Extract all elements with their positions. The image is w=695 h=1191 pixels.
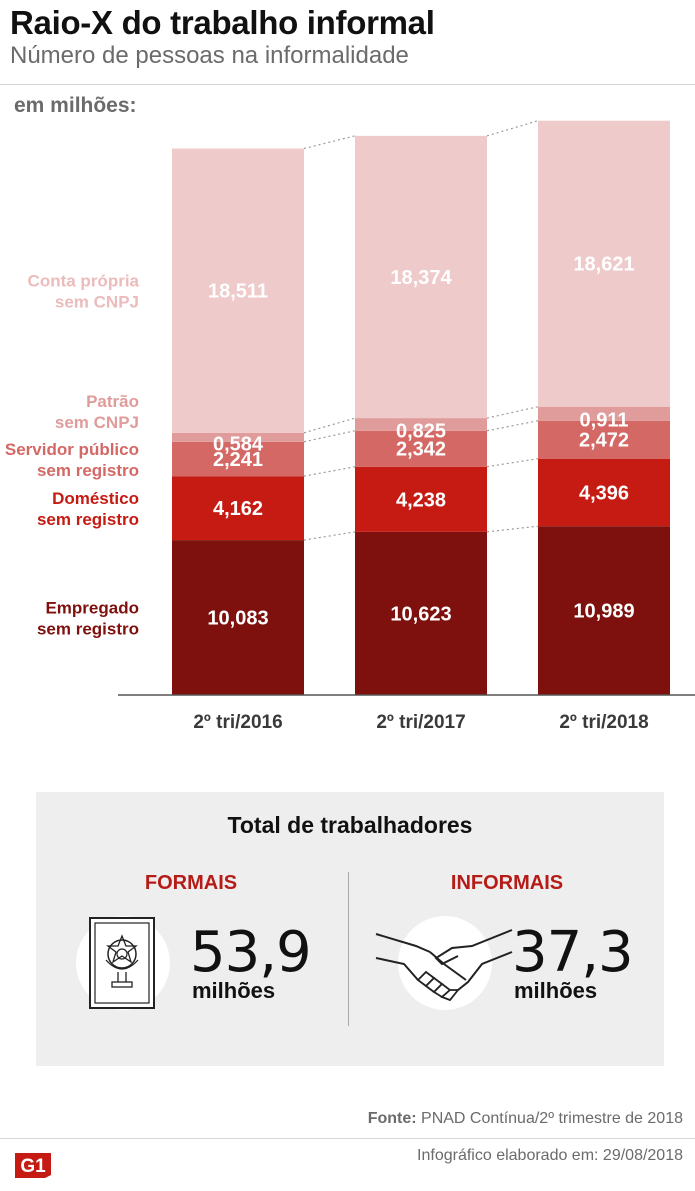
value-label: 18,511 (208, 281, 268, 303)
connector-line (303, 430, 356, 443)
bar-segment (538, 458, 670, 527)
value-label: 2,342 (396, 439, 446, 461)
bars (172, 120, 670, 695)
connector-line (303, 417, 356, 434)
value-label: 4,396 (579, 482, 629, 504)
formais-unit: milhões (192, 978, 276, 1003)
connector-line (303, 135, 356, 150)
value-label: 10,989 (573, 601, 634, 623)
bar-segment (172, 148, 304, 433)
value-label: 18,621 (573, 254, 634, 276)
value-label: 0,825 (396, 420, 446, 442)
value-label: 2,472 (579, 430, 629, 452)
informais-heading: INFORMAIS (450, 872, 564, 894)
connector-line (486, 420, 539, 432)
page-title: Raio-X do trabalho informal (10, 4, 435, 41)
connector-line (486, 120, 539, 137)
connector-line (486, 406, 539, 419)
series-label: Servidor público sem registro (5, 440, 139, 480)
work-card-icon (89, 917, 155, 1009)
value-label: 0,584 (213, 433, 264, 455)
connector-line (303, 531, 356, 541)
bar-segment (355, 531, 487, 695)
x-tick-label: 2º tri/2018 (559, 712, 648, 733)
series-label: Doméstico sem registro (37, 489, 139, 529)
x-tick-label: 2º tri/2017 (376, 712, 465, 733)
bar-segment (538, 420, 670, 459)
formais-heading: FORMAIS (144, 872, 238, 894)
g1-logo-text: G1 (20, 1156, 46, 1177)
value-label: 0,911 (580, 410, 629, 432)
bar-segment (538, 406, 670, 421)
source-label: Fonte: (367, 1110, 417, 1127)
page-subtitle: Número de pessoas na informalidade (10, 42, 409, 69)
header-divider (0, 84, 695, 85)
value-label: 2,241 (213, 449, 263, 471)
value-label: 10,623 (390, 603, 451, 625)
x-tick-label: 2º tri/2016 (193, 712, 282, 733)
connector-lines (303, 120, 539, 541)
bar-segment (538, 526, 670, 695)
series-label: Conta própria sem CNPJ (28, 272, 140, 312)
series-labels: Empregado sem registro Doméstico sem regist… (5, 272, 140, 639)
bar-segment (355, 418, 487, 431)
credit-note: Infográfico elaborado em: 29/08/2018 (417, 1147, 683, 1164)
value-label: 18,374 (390, 267, 452, 289)
totals-title: Total de trabalhadores (227, 812, 473, 838)
x-tick-labels: 2º tri/2016 2º tri/2017 2º tri/2018 (193, 712, 648, 733)
informais-value: 37,3 (512, 920, 634, 985)
totals-divider (348, 872, 349, 1026)
bar-segment (355, 466, 487, 532)
connector-line (486, 458, 539, 468)
bar-segment (172, 476, 304, 541)
formais-value: 53,9 (190, 920, 312, 985)
bar-segment (172, 432, 304, 442)
value-label: 10,083 (207, 608, 268, 630)
connector-line (303, 466, 356, 477)
connector-line (486, 525, 539, 533)
unit-label: em milhões: (14, 94, 137, 117)
source-text: PNAD Contínua/2º trimestre de 2018 (421, 1110, 683, 1127)
value-label: 4,162 (213, 498, 263, 520)
series-label: Patrão sem CNPJ (55, 392, 139, 432)
series-label: Empregado sem registro (37, 599, 139, 639)
handshake-icon (375, 929, 513, 1002)
source-note: Fonte: PNAD Contínua/2º trimestre de 201… (368, 1110, 683, 1128)
informais-unit: milhões (514, 978, 598, 1003)
bar-segment (355, 135, 487, 419)
bar-segment (538, 120, 670, 407)
g1-logo: G1 (15, 1153, 51, 1178)
footer-divider (0, 1138, 695, 1139)
bar-segment (172, 540, 304, 695)
bar-segment (172, 441, 304, 477)
bar-segment (355, 430, 487, 467)
value-label: 4,238 (396, 489, 446, 511)
